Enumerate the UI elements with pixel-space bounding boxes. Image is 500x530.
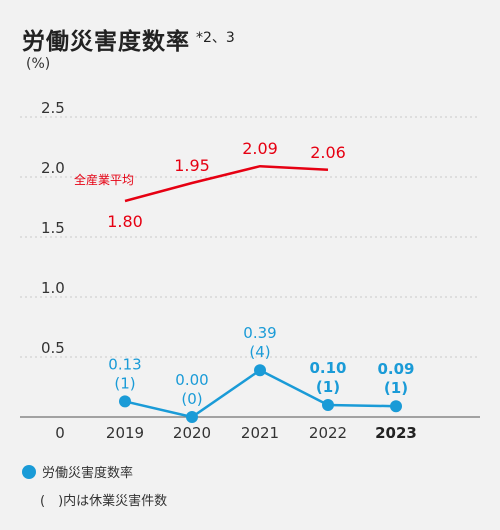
legend-note: ( )内は休業災害件数: [40, 494, 168, 509]
legend-item-rate: 労働災害度数率: [22, 462, 133, 481]
data-label-count: (1): [384, 379, 408, 397]
y-axis-unit: (%): [26, 56, 51, 72]
chart-title-footnote: *2、3: [196, 30, 235, 46]
chart-title: 労働災害度数率 *2、3: [22, 22, 235, 56]
data-label-average: 2.06: [310, 143, 346, 162]
data-label-rate: 0.00: [175, 371, 208, 389]
y-tick-label: 0.5: [41, 339, 65, 357]
y-tick-label: 1.5: [41, 219, 65, 237]
data-label-count: (0): [181, 390, 202, 408]
data-label-average: 2.09: [242, 139, 278, 158]
data-label-average: 1.95: [174, 156, 210, 175]
data-label-rate: 0.39: [243, 324, 276, 342]
y-tick-label: 2.5: [41, 99, 65, 117]
data-label-count: (1): [114, 374, 135, 392]
line-chart: 0.5 1.0 1.5 2.0 2.5 0 2019 2020 2021 2022 2023 全産業平…: [20, 99, 480, 442]
data-label-rate: 0.09: [377, 360, 414, 378]
data-point-rate: [119, 395, 131, 408]
series-label-average: 全産業平均: [74, 172, 134, 187]
y-tick-label: 1.0: [41, 279, 65, 297]
data-label-count: (1): [316, 378, 340, 396]
x-tick-label: 2021: [241, 424, 279, 442]
x-tick-label: 2023: [375, 424, 417, 442]
y-tick-label: 2.0: [41, 159, 65, 177]
y-tick-label-zero: 0: [55, 424, 65, 442]
x-tick-label: 2019: [106, 424, 144, 442]
x-tick-label: 2020: [173, 424, 211, 442]
data-label-rate: 0.10: [309, 359, 346, 377]
chart-title-text: 労働災害度数率: [22, 29, 190, 55]
data-point-rate: [186, 411, 198, 423]
data-label-average: 1.80: [107, 212, 143, 231]
data-label-count: (4): [249, 343, 270, 361]
series-line-average: [124, 164, 329, 203]
data-point-rate: [322, 399, 334, 411]
data-point-rate: [390, 400, 402, 413]
data-point-rate: [254, 364, 266, 377]
data-label-rate: 0.13: [108, 355, 141, 373]
x-tick-label: 2022: [309, 424, 347, 442]
series-line-rate: [124, 368, 397, 419]
legend-label: 労働災害度数率: [42, 466, 134, 481]
legend-marker: [22, 464, 36, 479]
